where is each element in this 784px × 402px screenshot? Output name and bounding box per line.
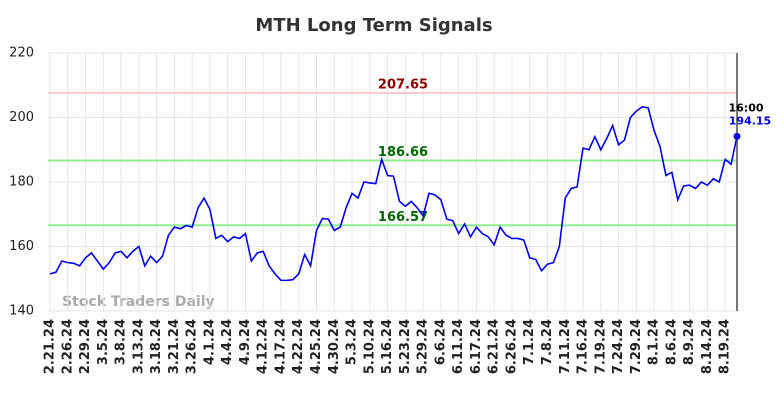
x-tick-label: 2.21.24 [43, 319, 58, 374]
x-tick-label: 8.1.24 [647, 319, 662, 365]
x-tick-label: 7.1.24 [522, 319, 537, 365]
x-tick-label: 7.11.24 [558, 319, 573, 374]
x-tick-label: 2.26.24 [60, 319, 75, 374]
x-tick-label: 6.17.24 [469, 319, 484, 374]
x-tick-label: 5.3.24 [345, 319, 360, 365]
x-tick-label: 6.11.24 [451, 319, 466, 374]
x-tick-label: 8.14.24 [700, 319, 715, 374]
y-tick-label: 220 [9, 46, 34, 61]
x-tick-label: 5.16.24 [380, 319, 395, 374]
x-tick-label: 6.21.24 [487, 319, 502, 374]
x-tick-label: 7.8.24 [540, 319, 555, 365]
x-tick-label: 7.24.24 [611, 319, 626, 374]
y-tick-label: 160 [9, 239, 34, 254]
x-tick-label: 3.26.24 [185, 319, 200, 374]
chart-title: MTH Long Term Signals [255, 15, 492, 36]
x-tick-label: 7.16.24 [576, 319, 591, 374]
signal-label: 207.65 [378, 77, 428, 92]
signal-label: 186.66 [378, 145, 428, 160]
x-tick-label: 4.30.24 [327, 319, 342, 374]
price-line [49, 106, 738, 282]
watermark: Stock Traders Daily [62, 294, 215, 310]
x-tick-label: 3.8.24 [114, 319, 129, 365]
last-point [733, 132, 741, 140]
y-tick-label: 180 [9, 175, 34, 190]
x-tick-label: 4.22.24 [291, 319, 306, 374]
y-tick-label: 200 [9, 110, 34, 125]
x-tick-label: 4.4.24 [220, 319, 235, 365]
x-tick-label: 4.12.24 [256, 319, 271, 374]
x-tick-label: 4.9.24 [238, 319, 253, 365]
x-tick-label: 5.29.24 [416, 319, 431, 374]
x-tick-label: 8.19.24 [718, 319, 733, 374]
x-tick-label: 5.23.24 [398, 319, 413, 374]
x-tick-label: 7.29.24 [629, 319, 644, 374]
last-value: 194.15 [729, 114, 771, 127]
x-tick-label: 8.9.24 [682, 319, 697, 365]
x-tick-label: 6.26.24 [504, 319, 519, 374]
signal-label: 166.57 [378, 210, 428, 225]
x-tick-label: 7.19.24 [593, 319, 608, 374]
x-tick-label: 8.6.24 [664, 319, 679, 365]
x-tick-label: 3.13.24 [131, 319, 146, 374]
x-tick-label: 6.6.24 [433, 319, 448, 365]
last-time: 16:00 [728, 101, 763, 114]
x-tick-label: 4.17.24 [273, 319, 288, 374]
x-tick-label: 4.25.24 [309, 319, 324, 374]
x-tick-label: 2.29.24 [78, 319, 93, 374]
x-tick-label: 3.18.24 [149, 319, 164, 374]
x-tick-label: 3.5.24 [96, 319, 111, 365]
x-tick-label: 3.21.24 [167, 319, 182, 374]
x-tick-label: 4.1.24 [202, 319, 217, 365]
x-tick-label: 5.10.24 [362, 319, 377, 374]
y-tick-label: 140 [9, 304, 34, 319]
